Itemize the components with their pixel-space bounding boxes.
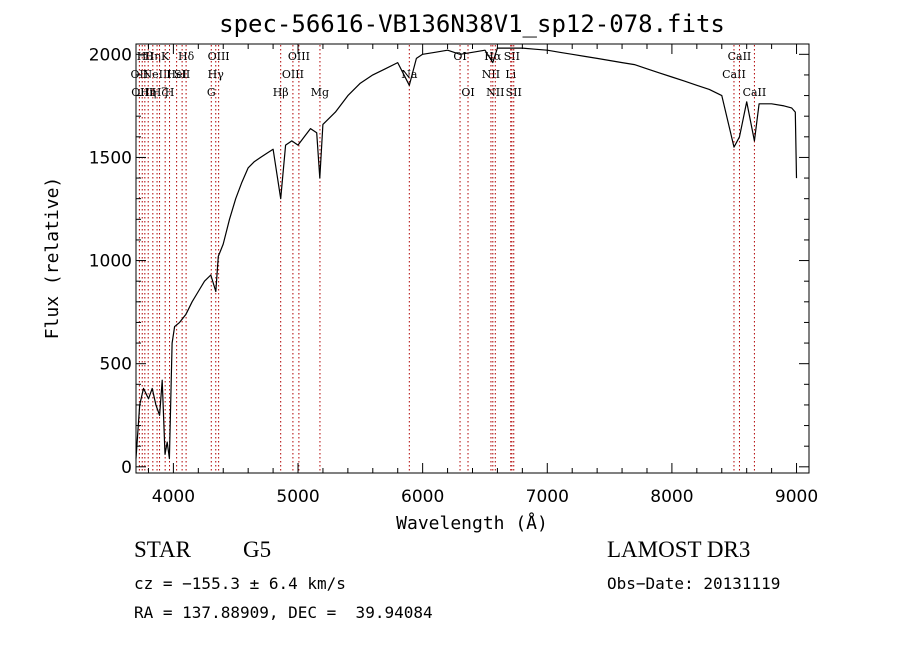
survey-label: LAMOST DR3 [607,537,751,562]
line-label-15: Hβ [273,86,289,99]
x-tick-label-4000: 4000 [152,487,195,507]
x-tick-label-7000: 7000 [526,487,569,507]
line-label-29: CaII [728,50,752,63]
coordinates: RA = 137.88909, DEC = 39.94084 [134,603,433,622]
y-tick-label-1500: 1500 [89,148,132,168]
line-markers: OIIOIIIHθHηHηNeIIIHζKHHeISIIHδGHγOIIIHβO… [131,45,767,472]
y-axis-label: Flux (relative) [42,177,63,340]
line-label-14: OIII [208,50,230,63]
x-tick-label-6000: 6000 [401,487,444,507]
subclass: G5 [243,537,272,562]
line-label-22: NII [482,68,500,81]
line-label-3: Hη [140,86,156,99]
line-label-24: NII [486,86,504,99]
y-tick-label-0: 0 [121,458,132,478]
y-tick-label-1000: 1000 [89,252,132,272]
line-label-11: Hδ [178,50,195,63]
plot-frame [135,43,810,474]
line-label-30: CaII [743,86,767,99]
line-label-7: K [161,50,170,63]
line-label-23: Hα [484,50,502,63]
line-label-12: G [207,86,216,99]
object-class: STAR [134,537,191,562]
line-label-10: SII [174,68,190,81]
line-label-8: H [165,86,175,99]
x-tick-label-9000: 9000 [775,487,818,507]
line-label-28: CaII [722,68,746,81]
line-label-21: OI [461,86,474,99]
x-tick-label-8000: 8000 [650,487,693,507]
line-label-26: SII [504,50,520,63]
line-label-18: Mg [311,86,329,99]
line-label-6: Hζ [152,86,168,99]
obs-date: Obs−Date: 20131119 [607,574,781,593]
line-label-4: Hη [145,50,161,63]
y-tick-label-2000: 2000 [89,45,132,65]
line-label-16: OIII [282,68,304,81]
spectrum-line [135,47,798,460]
axis-ticks: 4000 5000 6000 7000 8000 9000 0 500 1000 1500 2000 [89,44,818,507]
line-label-27: SII [506,86,522,99]
line-label-2: Hθ [137,50,154,63]
cz-readout: cz = −155.3 ± 6.4 km/s [134,574,346,593]
x-axis-label: Wavelength (Å) [396,512,548,534]
line-label-20: OI [453,50,466,63]
x-tick-label-5000: 5000 [276,487,319,507]
spectrum-series [135,47,798,460]
line-label-13: Hγ [208,68,225,81]
chart-title: spec-56616-VB136N38V1_sp12-078.fits [219,10,725,38]
line-label-17: OIII [288,50,310,63]
y-tick-label-500: 500 [100,355,132,375]
line-label-25: Li [505,68,516,81]
line-label-5: NeIII [142,68,171,81]
